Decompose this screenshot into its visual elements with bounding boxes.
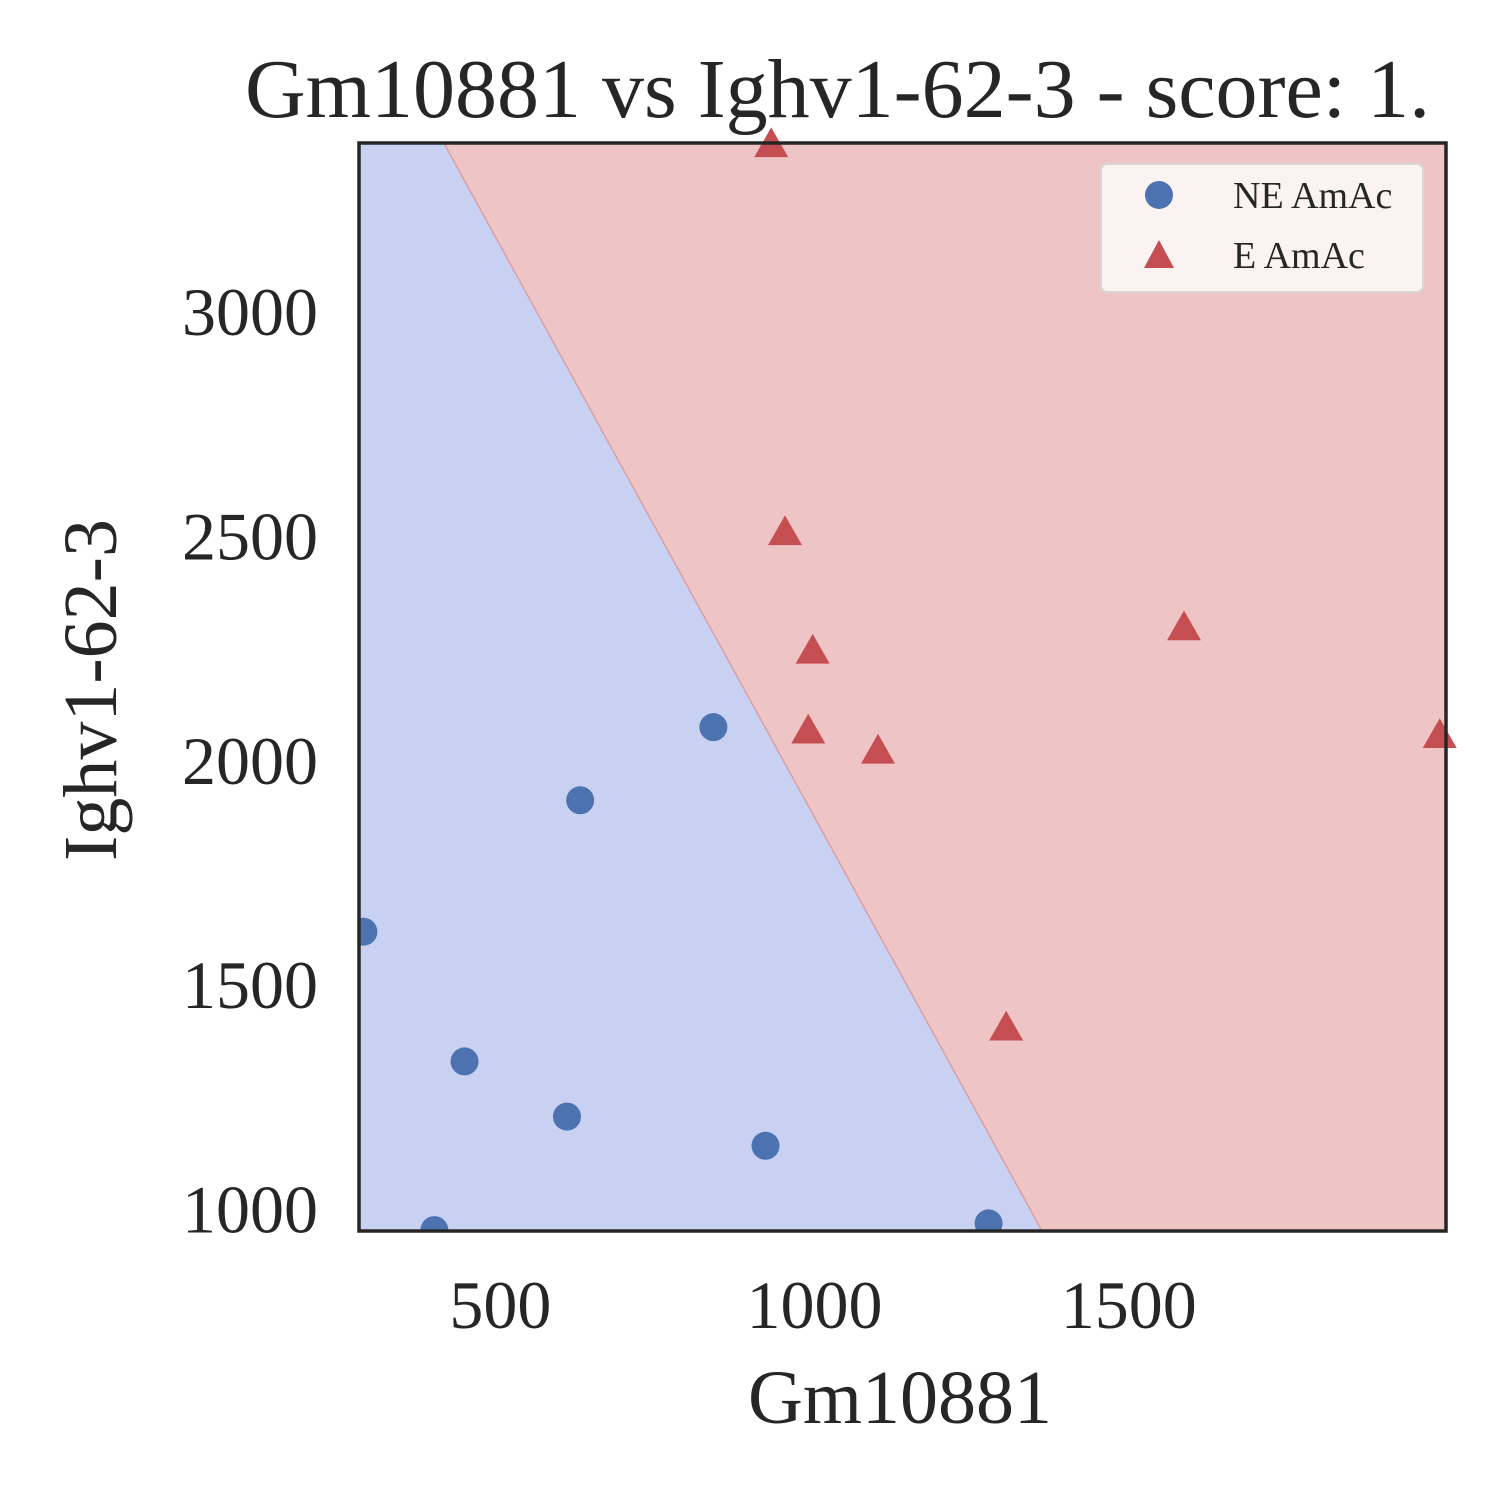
decision-boundary-line: [443, 142, 1043, 1232]
point-e-amac: [768, 515, 803, 546]
legend: NE AmAc E AmAc: [1100, 163, 1424, 293]
legend-ne-amac-marker: [1145, 181, 1173, 209]
x-axis-label: Gm10881: [748, 1356, 1052, 1440]
plot-frame: [357, 141, 1448, 1233]
y-tick-label: 3000: [182, 274, 318, 350]
point-e-amac: [791, 713, 826, 744]
legend-e-amac-marker: [1144, 240, 1174, 268]
point-ne-amac: [420, 1216, 449, 1231]
point-ne-amac: [751, 1131, 780, 1160]
legend-box: [1100, 163, 1424, 293]
point-e-amac: [795, 633, 830, 664]
point-e-amac: [860, 733, 895, 764]
x-tick-label: 500: [449, 1267, 551, 1343]
x-tick-label: 1000: [747, 1267, 883, 1343]
point-ne-amac: [450, 1047, 479, 1076]
y-tick-label: 2000: [182, 723, 318, 799]
point-e-amac: [1166, 610, 1201, 641]
x-ticks: 500 1000 1500: [449, 1267, 1196, 1343]
data-points-clipped: [359, 713, 1003, 1231]
point-e-amac: [1422, 718, 1457, 748]
legend-ne-amac-label: NE AmAc: [1233, 175, 1392, 217]
y-tick-label: 1000: [182, 1172, 318, 1248]
point-ne-amac: [359, 917, 378, 946]
point-ne-amac: [974, 1209, 1003, 1231]
region-ne-amac: [359, 143, 1042, 1231]
point-e-amac: [989, 1010, 1024, 1041]
point-ne-amac: [566, 786, 595, 815]
decision-regions: [359, 142, 1446, 1232]
chart-title: Gm10881 vs Ighv1-62-3 - score: 1.: [245, 43, 1430, 136]
point-ne-amac: [552, 1102, 581, 1131]
legend-e-amac-label: E AmAc: [1233, 235, 1365, 277]
point-ne-amac: [699, 713, 728, 742]
region-e-amac: [443, 143, 1446, 1231]
y-tick-label: 1500: [182, 947, 318, 1023]
y-axis-label: Ighv1-62-3: [49, 519, 133, 861]
x-tick-label: 1500: [1061, 1267, 1197, 1343]
y-tick-label: 2500: [182, 499, 318, 575]
y-ticks: 1000 1500 2000 2500 3000: [182, 274, 318, 1247]
